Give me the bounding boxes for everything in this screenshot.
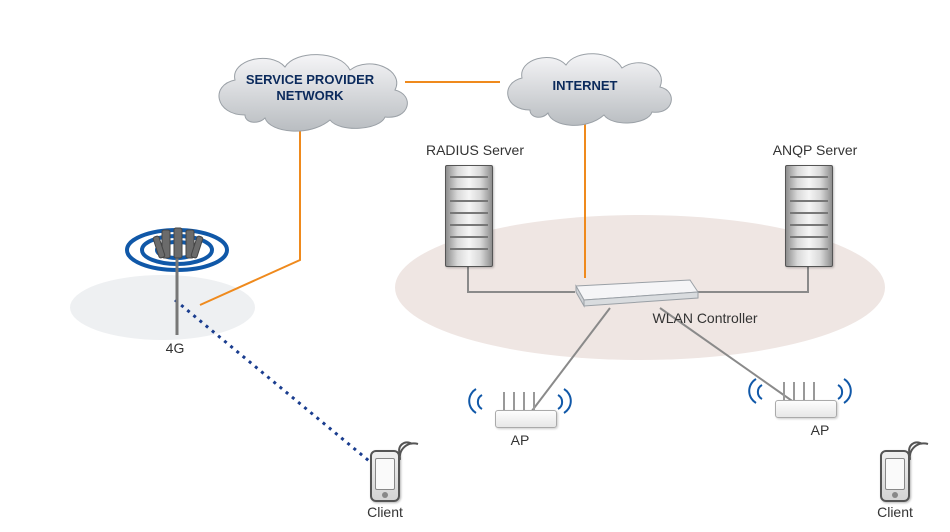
client-1-phone-icon xyxy=(370,450,400,502)
wlan-controller-label: WLAN Controller xyxy=(630,310,780,326)
radius-server-label: RADIUS Server xyxy=(410,142,540,158)
radius-server-icon xyxy=(445,165,491,265)
client-1-label: Client xyxy=(355,504,415,520)
access-point-2 xyxy=(775,400,837,418)
cellular-tower-label: 4G xyxy=(150,340,200,356)
client-2-label: Client xyxy=(865,504,925,520)
access-point-1 xyxy=(495,410,557,428)
wifi-arcs-icon xyxy=(906,438,936,464)
wlan-controller-icon xyxy=(570,278,700,308)
network-diagram: { "type": "network-diagram", "canvas": {… xyxy=(0,0,950,532)
client-2-phone-icon xyxy=(880,450,910,502)
cellular-tower-icon xyxy=(112,200,242,350)
access-point-1-label: AP xyxy=(500,432,540,448)
access-point-2-label: AP xyxy=(800,422,840,438)
anqp-server-icon xyxy=(785,165,831,265)
cloud-service-provider-label: SERVICE PROVIDER NETWORK xyxy=(235,72,385,103)
anqp-server-label: ANQP Server xyxy=(750,142,880,158)
wifi-arcs-icon xyxy=(396,438,426,464)
cloud-internet-label: INTERNET xyxy=(530,78,640,94)
